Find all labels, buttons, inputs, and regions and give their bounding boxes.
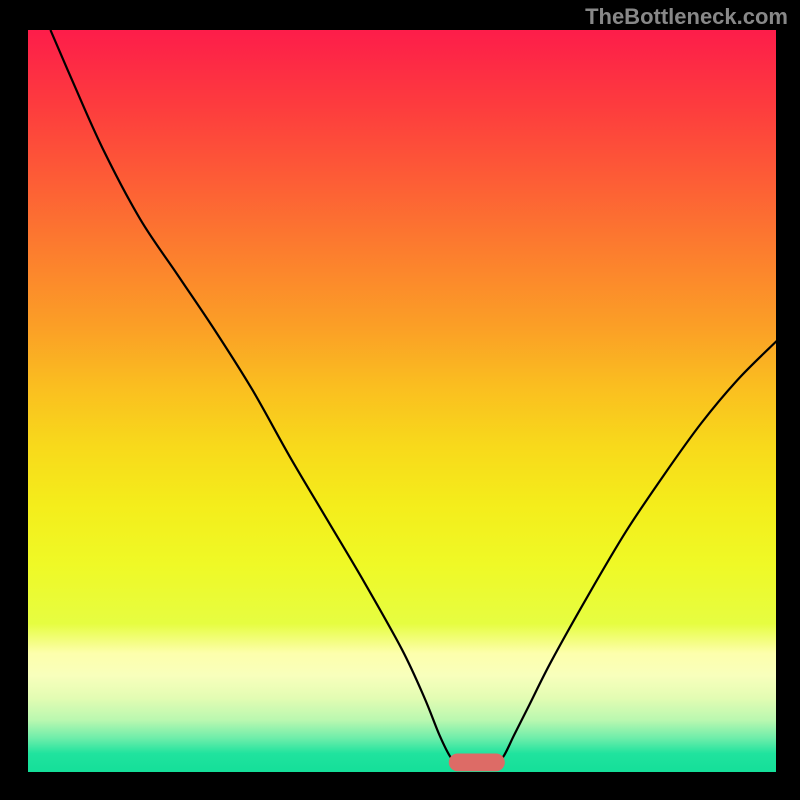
chart-container: TheBottleneck.com <box>0 0 800 800</box>
chart-svg <box>28 30 776 772</box>
watermark-label: TheBottleneck.com <box>585 4 788 30</box>
chart-background <box>28 30 776 772</box>
bottleneck-curve-chart <box>28 30 776 772</box>
optimal-marker <box>449 753 505 771</box>
